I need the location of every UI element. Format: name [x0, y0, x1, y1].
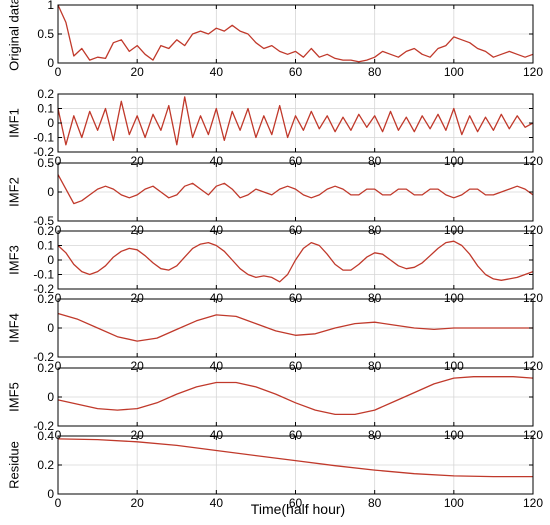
x-tick-label: 100: [444, 291, 464, 305]
x-tick-label: 0: [55, 223, 62, 237]
y-tick-label: 0.2: [37, 224, 54, 238]
y-tick-label: 0.2: [37, 87, 54, 101]
x-tick-label: 100: [444, 428, 464, 442]
series-line-1: [57, 4, 534, 63]
x-tick-label: 20: [130, 291, 144, 305]
y-axis-label-5: IMF4: [7, 313, 22, 343]
x-tick-label: 0: [55, 291, 62, 305]
x-tick-label: 40: [210, 359, 224, 373]
x-tick-label: 80: [368, 65, 382, 79]
y-tick-label: -0.2: [33, 282, 54, 296]
y-tick-label: 0: [47, 116, 54, 130]
series-line-5: [57, 312, 533, 342]
x-tick-label: 80: [368, 496, 382, 510]
y-tick-label: 1: [47, 0, 54, 12]
x-tick-label: 100: [444, 223, 464, 237]
x-tick-label: 0: [55, 428, 62, 442]
x-tick-label: 40: [210, 223, 224, 237]
x-tick-label: 120: [523, 291, 543, 305]
x-tick-label: 40: [210, 154, 224, 168]
x-tick-label: 120: [523, 359, 543, 373]
y-tick-label: -0.5: [33, 214, 54, 228]
x-tick-label: 100: [444, 154, 464, 168]
series-line-4: [57, 240, 534, 283]
y-tick-label: 0: [47, 487, 54, 501]
y-tick-label: 0.2: [37, 361, 54, 375]
x-tick-label: 120: [523, 223, 543, 237]
y-tick-label: 0.2: [37, 458, 54, 472]
y-tick-label: -0.2: [33, 419, 54, 433]
y-tick-label: 0.1: [37, 102, 54, 116]
x-tick-label: 0: [55, 359, 62, 373]
x-tick-label: 20: [130, 65, 144, 79]
y-tick-label: -0.2: [33, 350, 54, 364]
y-tick-label: -0.1: [33, 268, 54, 282]
x-tick-label: 60: [289, 496, 303, 510]
x-tick-label: 100: [444, 359, 464, 373]
x-tick-label: 40: [210, 291, 224, 305]
x-tick-label: 80: [368, 291, 382, 305]
y-tick-label: 0: [47, 390, 54, 404]
x-tick-label: 80: [368, 359, 382, 373]
x-tick-label: 60: [289, 359, 303, 373]
y-tick-label: 0.5: [37, 27, 54, 41]
y-tick-label: -0.2: [33, 145, 54, 159]
x-axis-label: Time(half hour): [251, 501, 345, 517]
series-line-6: [57, 376, 534, 416]
x-tick-label: 60: [289, 154, 303, 168]
x-tick-label: 60: [289, 223, 303, 237]
x-tick-label: 100: [444, 65, 464, 79]
series-line-2: [57, 96, 534, 146]
y-tick-label: 0: [47, 321, 54, 335]
x-tick-label: 20: [130, 223, 144, 237]
x-tick-label: 120: [523, 428, 543, 442]
y-tick-label: 0.1: [37, 239, 54, 253]
series-line-7: [57, 438, 533, 478]
y-tick-label: 0: [47, 253, 54, 267]
x-tick-label: 0: [55, 496, 62, 510]
x-tick-label: 60: [289, 428, 303, 442]
x-tick-label: 20: [130, 428, 144, 442]
y-axis-label-1: Original data: [7, 0, 22, 71]
x-tick-label: 60: [289, 291, 303, 305]
x-tick-label: 120: [523, 154, 543, 168]
x-tick-label: 120: [523, 496, 543, 510]
y-tick-label: 0: [47, 56, 54, 70]
y-axis-label-2: IMF1: [7, 108, 22, 138]
x-tick-label: 0: [55, 154, 62, 168]
x-tick-label: 100: [444, 496, 464, 510]
x-tick-label: 60: [289, 65, 303, 79]
x-tick-label: 0: [55, 65, 62, 79]
x-tick-label: 80: [368, 428, 382, 442]
y-axis-label-7: Residue: [7, 441, 22, 489]
y-axis-label-6: IMF5: [7, 382, 22, 412]
x-tick-label: 80: [368, 223, 382, 237]
x-tick-label: 80: [368, 154, 382, 168]
x-tick-label: 40: [210, 496, 224, 510]
y-tick-label: 0.5: [37, 156, 54, 170]
y-tick-label: 0.2: [37, 292, 54, 306]
y-axis-label-3: IMF2: [7, 177, 22, 207]
x-tick-label: 40: [210, 65, 224, 79]
y-tick-label: 0: [47, 185, 54, 199]
y-tick-label: 0.4: [37, 429, 54, 443]
x-tick-label: 20: [130, 359, 144, 373]
series-line-3: [57, 174, 534, 205]
x-tick-label: 40: [210, 428, 224, 442]
x-tick-label: 20: [130, 496, 144, 510]
x-tick-label: 20: [130, 154, 144, 168]
y-tick-label: -0.1: [33, 131, 54, 145]
x-tick-label: 120: [523, 65, 543, 79]
y-axis-label-4: IMF3: [7, 245, 22, 275]
